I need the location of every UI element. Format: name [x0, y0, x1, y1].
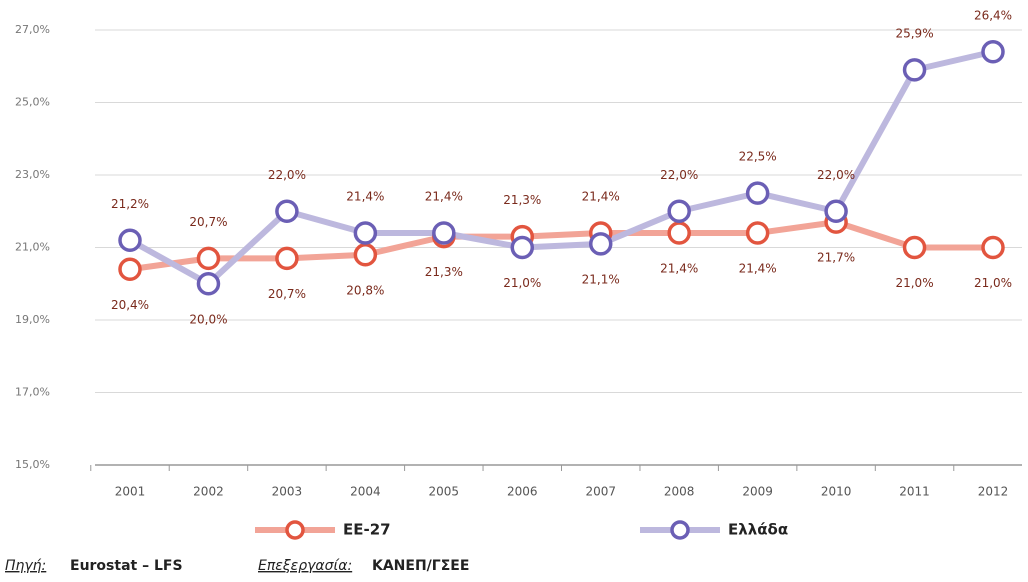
data-label: 20,8%	[346, 283, 384, 297]
marker	[275, 246, 299, 271]
processing-label: Επεξεργασία:	[258, 558, 352, 574]
data-label: 20,4%	[111, 298, 149, 312]
x-tick-label: 2006	[507, 485, 538, 499]
data-label: 21,4%	[660, 262, 698, 276]
y-tick-label: 19,0%	[15, 313, 50, 326]
marker	[902, 58, 927, 82]
data-label: 21,4%	[425, 190, 463, 204]
data-label: 21,0%	[503, 276, 541, 290]
marker	[667, 199, 691, 223]
marker	[667, 221, 691, 245]
marker	[745, 221, 770, 245]
data-label: 20,7%	[268, 287, 306, 301]
source-label: Πηγή:	[5, 558, 46, 574]
x-tick-label: 2001	[115, 485, 146, 499]
data-label: 22,0%	[660, 168, 698, 182]
x-tick-label: 2009	[742, 485, 773, 499]
data-label: 20,7%	[189, 215, 227, 229]
x-tick-label: 2011	[899, 485, 930, 499]
x-tick-label: 2008	[664, 485, 695, 499]
series-line	[128, 48, 994, 287]
marker	[196, 272, 221, 296]
x-tick-label: 2010	[821, 485, 852, 499]
marker	[588, 232, 613, 256]
data-label: 21,2%	[111, 197, 149, 211]
processing: ΚΑΝΕΠ/ΓΣΕΕ	[372, 558, 469, 574]
marker	[118, 228, 142, 252]
x-tick-label: 2005	[429, 485, 460, 499]
x-tick-label: 2012	[978, 485, 1009, 499]
data-label: 26,4%	[974, 8, 1012, 22]
y-tick-label: 21,0%	[15, 241, 50, 254]
series-line	[129, 219, 993, 273]
y-tick-label: 23,0%	[15, 168, 50, 181]
marker	[353, 243, 378, 267]
y-tick-label: 25,0%	[15, 96, 50, 109]
legend-marker	[285, 520, 305, 540]
data-label: 21,4%	[346, 190, 384, 204]
marker	[275, 199, 299, 223]
y-tick-label: 17,0%	[15, 386, 50, 399]
data-label: 21,4%	[739, 262, 777, 276]
legend-marker	[670, 520, 690, 540]
y-tick-label: 15,0%	[15, 458, 50, 471]
data-label: 22,0%	[817, 168, 855, 182]
data-label: 21,4%	[582, 190, 620, 204]
marker	[981, 235, 1005, 260]
data-label: 21,3%	[425, 265, 463, 279]
data-label: 21,3%	[503, 193, 541, 207]
data-label: 25,9%	[895, 26, 933, 40]
marker	[510, 235, 535, 260]
marker	[118, 257, 142, 281]
source: Eurostat – LFS	[70, 558, 183, 574]
marker	[824, 199, 848, 223]
marker	[196, 246, 221, 271]
data-label: 21,0%	[895, 276, 933, 290]
data-label: 21,7%	[817, 251, 855, 265]
y-tick-label: 27,0%	[15, 23, 50, 36]
legend-label: ΕΕ-27	[343, 521, 391, 539]
data-label: 22,5%	[739, 150, 777, 164]
data-label: 21,1%	[582, 272, 620, 286]
data-label: 21,0%	[974, 276, 1012, 290]
data-label: 22,0%	[268, 168, 306, 182]
marker	[353, 221, 378, 245]
x-tick-label: 2004	[350, 485, 381, 499]
marker	[981, 40, 1005, 64]
x-tick-label: 2002	[193, 485, 224, 499]
marker	[745, 181, 770, 205]
marker	[902, 235, 927, 260]
data-label: 20,0%	[189, 312, 227, 326]
legend-label: Ελλάδα	[728, 521, 788, 539]
marker	[432, 221, 456, 245]
x-tick-label: 2003	[272, 485, 303, 499]
x-tick-label: 2007	[585, 485, 616, 499]
